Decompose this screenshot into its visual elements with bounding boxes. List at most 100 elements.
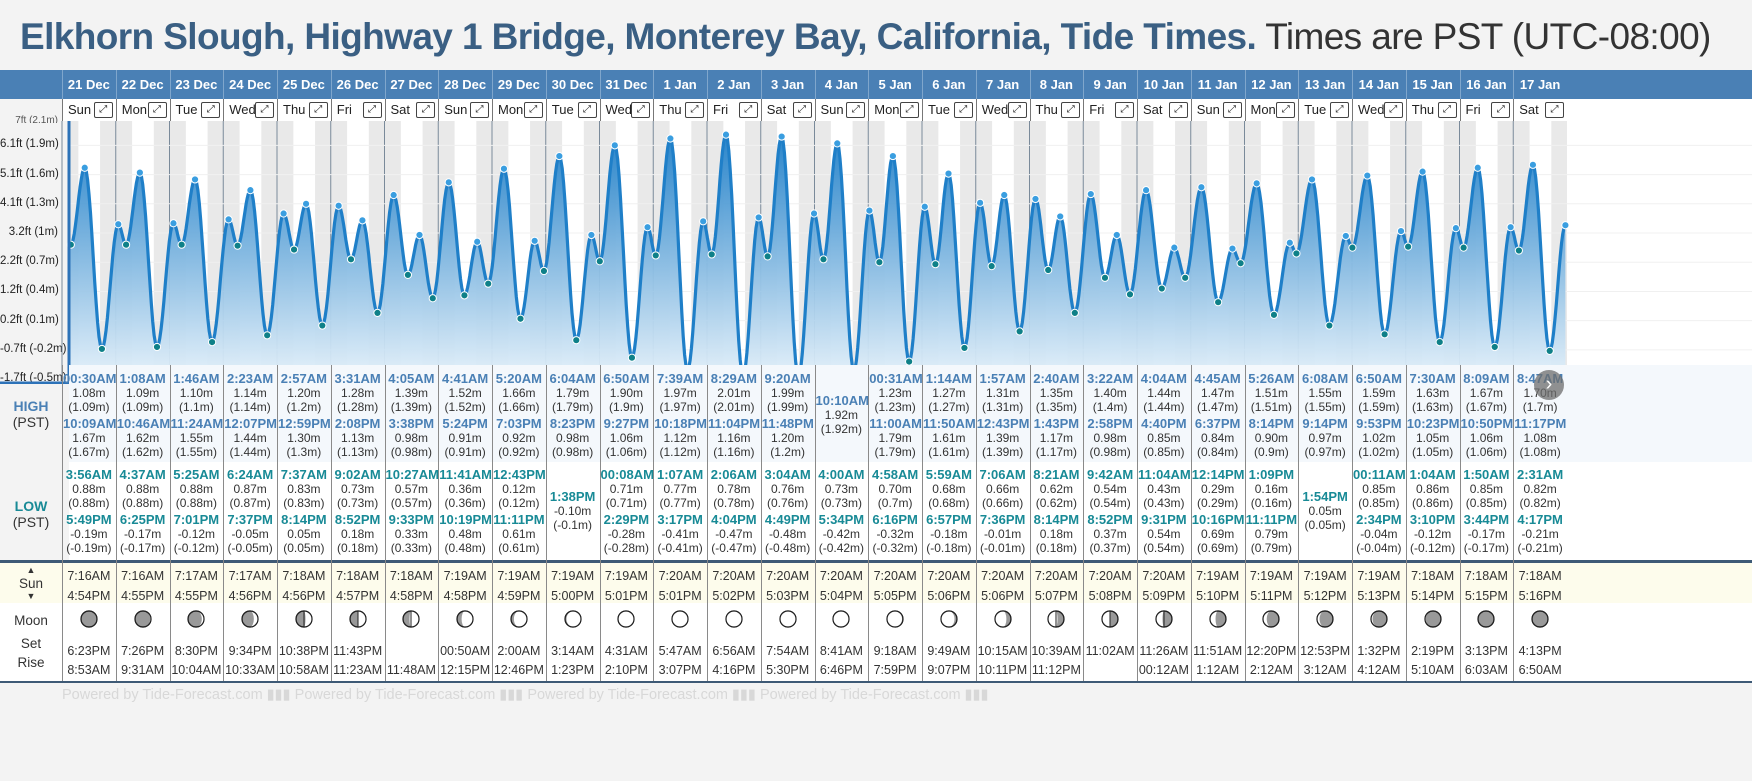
tide-height: 1.67m — [1469, 386, 1504, 400]
sun-times: 7:16AM 4:55PM — [117, 566, 169, 606]
tide-height-alt: (0.18m) — [1035, 541, 1078, 555]
header-divider — [1137, 70, 1138, 99]
tide-time: 7:30AM — [1409, 371, 1456, 386]
tide-time: 2:57AM — [280, 371, 327, 386]
expand-icon[interactable]: ⤢ — [255, 102, 274, 118]
weekday-text: Sun — [820, 102, 844, 117]
moon-lit-portion — [409, 611, 420, 627]
expand-icon[interactable]: ⤢ — [846, 102, 866, 118]
moonrise-time: 7:59PM — [873, 663, 917, 677]
column-divider — [868, 365, 870, 681]
moon-outline — [1370, 610, 1388, 628]
tide-time: 8:14PM — [1033, 512, 1080, 527]
tide-height-alt: (1.2m) — [770, 445, 805, 459]
expand-icon[interactable]: ⤢ — [1437, 102, 1457, 118]
sunrise-triangle-icon: ▲ — [26, 565, 36, 575]
sunset-time: 5:12PM — [1303, 589, 1347, 603]
moonrise-time: 2:12AM — [1249, 663, 1293, 677]
tide-height-alt: (0.84m) — [1196, 445, 1239, 459]
weekday-label: Sun ⤢ — [62, 99, 116, 121]
sun-times: 7:20AM 5:06PM — [923, 566, 975, 606]
expand-icon[interactable]: ⤢ — [416, 102, 436, 118]
moon-outline — [510, 610, 528, 628]
moon-outline — [725, 610, 743, 628]
moon-row-label: Moon Set Rise — [0, 609, 62, 671]
tide-height-alt: (1.61m) — [928, 445, 970, 459]
weekday-text: Sat — [766, 102, 787, 117]
sunrise-time: 7:20AM — [1034, 569, 1078, 583]
tide-height-alt: (1.23m) — [874, 400, 916, 414]
tide-height-alt: (1.13m) — [336, 445, 379, 459]
expand-icon[interactable]: ⤢ — [1545, 102, 1564, 118]
high-tide-point — [114, 220, 123, 229]
sunrise-time: 7:17AM — [228, 569, 272, 583]
moonrise-time — [1084, 661, 1136, 679]
low-tide-point — [1044, 265, 1053, 275]
moonrise-time: 9:07PM — [927, 663, 971, 677]
expand-icon[interactable]: ⤢ — [470, 102, 489, 118]
high-tide-point — [1285, 238, 1294, 247]
tide-time: 2:31AM — [1517, 467, 1564, 482]
tide-time: 10:19PM — [439, 512, 492, 527]
expand-icon[interactable]: ⤢ — [362, 102, 382, 118]
expand-icon[interactable]: ⤢ — [1330, 102, 1349, 118]
expand-icon[interactable]: ⤢ — [792, 102, 812, 118]
expand-icon[interactable]: ⤢ — [1276, 102, 1296, 118]
moon-lit-portion — [1155, 611, 1164, 627]
sunrise-time: 7:19AM — [1249, 569, 1293, 583]
expand-icon[interactable]: ⤢ — [685, 102, 704, 118]
moonset-time: 8:41AM — [819, 644, 863, 658]
tide-time: 6:24AM — [227, 467, 274, 482]
low-tide-cell: 9:02AM 0.73m (0.73m) — [332, 468, 384, 511]
low-tide-cell: 6:57PM -0.18m (-0.18m) — [923, 513, 975, 556]
expand-icon[interactable]: ⤢ — [738, 102, 758, 118]
sunrise-time: 7:20AM — [981, 569, 1025, 583]
expand-icon[interactable]: ⤢ — [1491, 102, 1511, 118]
high-tide-point — [587, 230, 596, 240]
moon-icon-wrap — [493, 609, 545, 633]
expand-icon[interactable]: ⤢ — [1061, 102, 1081, 118]
low-tide-cell: 11:41AM 0.36m (0.36m) — [439, 468, 492, 511]
high-tide-cell: 7:39AM 1.97m (1.97m) — [654, 372, 706, 415]
high-tide-point — [1056, 212, 1065, 221]
moon-icon-wrap — [1084, 609, 1136, 633]
expand-icon[interactable]: ⤢ — [1007, 102, 1027, 118]
expand-icon[interactable]: ⤢ — [1115, 102, 1134, 118]
high-tide-cell: 1:08AM 1.09m (1.09m) — [117, 372, 169, 415]
low-tide-cell: 12:14PM 0.29m (0.29m) — [1192, 468, 1245, 511]
weekday-label: Sat ⤢ — [384, 99, 439, 121]
sunset-time: 5:02PM — [712, 589, 756, 603]
expand-icon[interactable]: ⤢ — [147, 102, 167, 118]
high-tide-cell: 8:23PM 0.98m (0.98m) — [547, 417, 599, 460]
next-page-button[interactable]: › — [1534, 370, 1564, 400]
tide-time: 4:00AM — [818, 467, 865, 482]
axis-label: -1.7ft (-0.5m) — [0, 372, 67, 385]
low-tide-point — [1435, 338, 1444, 347]
column-divider — [438, 365, 440, 681]
expand-icon[interactable]: ⤢ — [1168, 102, 1188, 118]
expand-icon[interactable]: ⤢ — [93, 102, 113, 118]
moon-lit-portion — [513, 611, 527, 627]
expand-icon[interactable]: ⤢ — [631, 102, 651, 118]
column-divider — [707, 365, 708, 681]
high-tide-point — [976, 198, 985, 207]
expand-icon[interactable]: ⤢ — [953, 102, 973, 118]
expand-icon[interactable]: ⤢ — [201, 102, 221, 118]
expand-icon[interactable]: ⤢ — [1222, 102, 1242, 118]
tide-height: 0.68m — [932, 482, 966, 496]
high-tide-cell: 10:23PM 1.05m (1.05m) — [1407, 417, 1460, 460]
moonrise-time: 10:04AM — [171, 663, 222, 677]
expand-icon[interactable]: ⤢ — [1383, 102, 1403, 118]
expand-icon[interactable]: ⤢ — [900, 102, 919, 118]
high-tide-cell: 6:37PM 0.84m (0.84m) — [1192, 417, 1244, 460]
tide-height-alt: (0.79m) — [1250, 541, 1293, 555]
date-header: 11 Jan — [1197, 77, 1238, 92]
tide-height-alt: (-0.28m) — [603, 541, 650, 555]
expand-icon[interactable]: ⤢ — [523, 102, 543, 118]
expand-icon[interactable]: ⤢ — [577, 102, 597, 118]
sunset-time: 5:15PM — [1464, 589, 1508, 603]
low-tide-cell: 8:52PM 0.18m (0.18m) — [332, 513, 384, 556]
day-column: 16 Jan Fri ⤢ — [1459, 70, 1514, 711]
high-tide-cell: 2:58PM 0.98m (0.98m) — [1084, 417, 1136, 460]
expand-icon[interactable]: ⤢ — [308, 102, 328, 118]
